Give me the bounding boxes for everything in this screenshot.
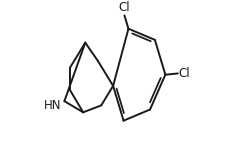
Text: Cl: Cl xyxy=(178,67,190,80)
Text: HN: HN xyxy=(43,99,61,112)
Text: Cl: Cl xyxy=(118,1,130,14)
